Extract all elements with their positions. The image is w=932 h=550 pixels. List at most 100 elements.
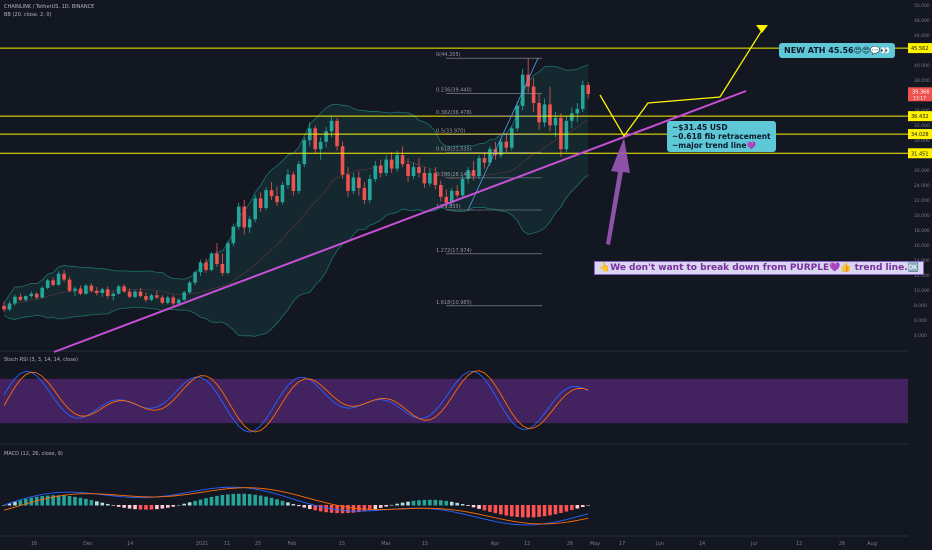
candle-body (433, 173, 438, 185)
candle-body (275, 196, 279, 203)
time-axis-label: 12 (796, 541, 802, 547)
level-price-tag (908, 129, 932, 140)
candle-body (7, 303, 12, 310)
candle-body (548, 104, 552, 126)
candle-body (269, 190, 274, 197)
macd-histogram-bar (439, 500, 443, 506)
macd-histogram-bar (378, 505, 383, 508)
candle-body (553, 117, 558, 126)
candle-body (67, 279, 72, 291)
macd-histogram-bar (215, 495, 219, 506)
candle-body (570, 113, 574, 121)
price-axis-label: 10.000 (914, 288, 930, 294)
macd-histogram-bar (509, 505, 514, 517)
macd-histogram-bar (564, 505, 569, 512)
price-axis-label: 12.000 (914, 273, 930, 279)
candle-body (204, 262, 208, 270)
macd-histogram-bar (155, 505, 159, 510)
macd-histogram-bar (324, 505, 328, 513)
level-price-tag (908, 148, 932, 159)
candle-body (346, 174, 350, 191)
candle-body (40, 287, 45, 298)
macd-histogram-bar (95, 501, 99, 506)
macd-histogram-bar (236, 493, 241, 506)
macd-histogram-bar (111, 505, 115, 506)
time-axis-label: 26 (839, 541, 845, 547)
macd-histogram-bar (526, 505, 530, 518)
candle-body (318, 141, 323, 150)
candle-body (340, 146, 345, 175)
macd-histogram-bar (280, 500, 285, 506)
warning-annotation-text: 👆We don't want to break down from PURPLE… (599, 263, 919, 273)
fib-level-label: 0.382(36.478) (436, 110, 472, 116)
candle-body (100, 289, 105, 294)
macd-histogram-bar (138, 505, 143, 510)
candle-body (187, 282, 192, 293)
bollinger-fill (4, 64, 589, 337)
candle-body (111, 293, 115, 297)
candle-body (45, 280, 50, 288)
candle-body (264, 190, 268, 209)
macd-histogram-bar (67, 496, 72, 506)
macd-histogram-bar (160, 505, 165, 509)
candle-body (499, 141, 503, 156)
ath-annotation: NEW ATH 45.56😍😍💬👀 (779, 43, 896, 58)
time-axis-label: 25 (255, 541, 261, 547)
level-price-label: 34.028 (911, 132, 929, 138)
price-axis-label: 30.000 (914, 138, 930, 144)
candle-body (417, 167, 421, 174)
level-price-tag (908, 111, 932, 122)
time-axis-label: 16 (31, 541, 37, 547)
candle-body (171, 297, 176, 304)
warning-annotation: 👆We don't want to break down from PURPLE… (594, 261, 924, 275)
candle-body (13, 296, 17, 304)
candle-body (95, 290, 99, 294)
macd-histogram-bar (318, 505, 323, 512)
macd-histogram-bar (226, 494, 230, 506)
candle-body (73, 288, 77, 291)
price-axis-label: 8.000 (914, 303, 927, 309)
candle-body (198, 262, 203, 273)
candle-body (116, 286, 121, 294)
macd-label: MACD (12, 26, close, 9) (4, 451, 63, 457)
macd-histogram-bar (40, 496, 45, 506)
price-axis-label: 18.000 (914, 228, 930, 234)
stoch-k-line (3, 370, 589, 433)
candle-body (226, 243, 230, 273)
candle-body (24, 296, 28, 300)
macd-histogram-bar (384, 505, 388, 507)
fib-level-label: 0.5(33.970) (436, 128, 465, 134)
macd-histogram-bar (45, 495, 50, 506)
macd-histogram-bar (166, 505, 170, 508)
macd-histogram-bar (144, 505, 148, 510)
current-price-countdown: 13:17 (913, 95, 926, 101)
candle-body (62, 273, 66, 280)
price-axis-label: 38.000 (914, 78, 930, 84)
price-axis-label: 34.000 (914, 108, 930, 114)
macd-histogram-bar (78, 497, 83, 506)
candle-body (329, 120, 334, 132)
macd-histogram-bar (193, 500, 197, 506)
candle-body (357, 177, 361, 188)
price-axis-label: 4.000 (914, 333, 927, 339)
candle-body (335, 120, 339, 147)
macd-histogram-bar (204, 498, 208, 506)
macd-histogram-bar (18, 500, 23, 506)
macd-histogram-bar (307, 505, 312, 510)
candle-body (460, 179, 465, 196)
macd-histogram-bar (433, 499, 438, 506)
macd-histogram-bar (537, 505, 541, 517)
macd-histogram-bar (302, 505, 307, 508)
fib-annotation: ~$31.45 USD ~0.618 fib retracement ~majo… (667, 121, 776, 152)
candle-body (368, 179, 372, 200)
candle-body (537, 102, 541, 123)
current-price-label: 39.366 (912, 89, 930, 95)
macd-histogram-bar (209, 496, 214, 506)
macd-histogram-bar (471, 505, 476, 508)
macd-histogram-bar (29, 497, 34, 506)
macd-histogram-bar (559, 505, 563, 513)
candle-body (78, 288, 83, 294)
candle-body (133, 291, 137, 297)
macd-histogram-bar (586, 505, 591, 506)
macd-histogram-bar (231, 493, 236, 506)
